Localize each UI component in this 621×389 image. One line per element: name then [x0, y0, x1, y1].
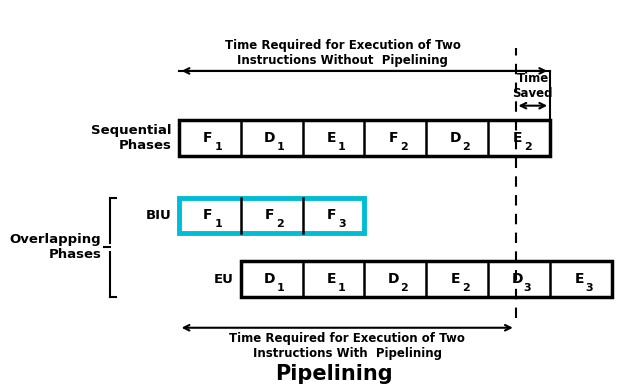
Text: Time Required for Execution of Two
Instructions With  Pipelining: Time Required for Execution of Two Instr…	[229, 331, 465, 359]
Text: E: E	[574, 272, 584, 286]
Text: 2: 2	[524, 142, 532, 152]
Text: E: E	[512, 131, 522, 145]
Text: Sequential
Phases: Sequential Phases	[91, 124, 172, 152]
Text: BIU: BIU	[146, 209, 172, 222]
Text: 2: 2	[400, 283, 408, 293]
Text: 1: 1	[214, 142, 222, 152]
Text: 2: 2	[276, 219, 284, 229]
Text: 3: 3	[524, 283, 532, 293]
Bar	[241, 261, 612, 297]
Text: D: D	[450, 131, 461, 145]
Text: 3: 3	[338, 219, 346, 229]
Text: F: F	[389, 131, 398, 145]
Text: F: F	[327, 209, 337, 223]
Bar	[179, 198, 365, 233]
Text: 1: 1	[214, 219, 222, 229]
Text: F: F	[203, 131, 213, 145]
Bar	[179, 120, 550, 156]
Text: Overlapping
Phases: Overlapping Phases	[10, 233, 101, 261]
Text: Time
Saved: Time Saved	[512, 72, 553, 100]
Text: 1: 1	[338, 283, 346, 293]
Text: 2: 2	[400, 142, 408, 152]
Text: F: F	[203, 209, 213, 223]
Text: 1: 1	[276, 142, 284, 152]
Text: EU: EU	[214, 273, 233, 286]
Text: F: F	[265, 209, 274, 223]
Text: D: D	[264, 131, 276, 145]
Text: 2: 2	[462, 283, 469, 293]
Text: Time Required for Execution of Two
Instructions Without  Pipelining: Time Required for Execution of Two Instr…	[225, 39, 461, 67]
Text: D: D	[512, 272, 523, 286]
Text: 1: 1	[338, 142, 346, 152]
Text: 3: 3	[586, 283, 593, 293]
Text: E: E	[327, 131, 337, 145]
Text: 2: 2	[462, 142, 469, 152]
Text: D: D	[264, 272, 276, 286]
Text: 1: 1	[276, 283, 284, 293]
Text: D: D	[388, 272, 399, 286]
Text: E: E	[327, 272, 337, 286]
Text: E: E	[451, 272, 460, 286]
Text: Pipelining: Pipelining	[275, 364, 392, 384]
